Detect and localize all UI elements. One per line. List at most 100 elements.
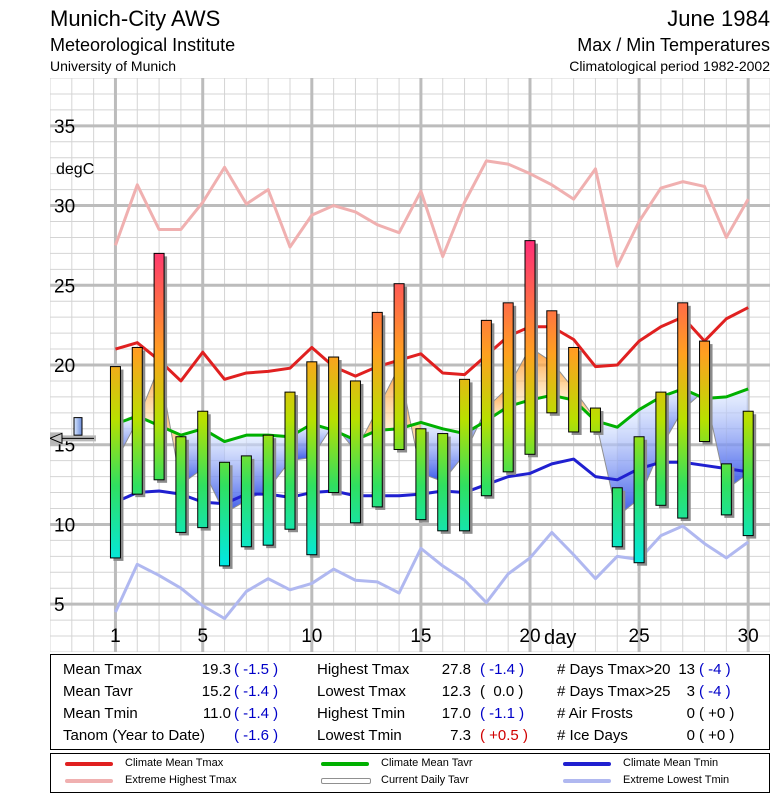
ice-days-label: # Ice Days (557, 727, 628, 744)
legend-swatch-extreme-lowest-tmin (563, 779, 611, 783)
day-bar-group (131, 346, 146, 498)
ice-days-value: 0 (686, 727, 695, 744)
lowest-tmin-value: 7.3 (450, 727, 471, 744)
x-tick-label: 1 (110, 626, 121, 647)
x-tick-label: 5 (197, 626, 208, 647)
lowest-tmin-label: Lowest Tmin (317, 727, 402, 744)
tanom-box (73, 417, 83, 436)
day-bar-group (306, 361, 320, 558)
mean-tavr-anomaly: ( -1.4 ) (234, 683, 279, 700)
day-bar (720, 463, 732, 516)
day-bar (175, 436, 187, 533)
day-bar (437, 433, 449, 532)
day-bar (677, 302, 689, 519)
days-tmax25-value: 3 (686, 683, 695, 700)
day-bar (393, 283, 405, 451)
legend-swatch-extreme-highest-tmax (65, 779, 113, 783)
day-bar-group (371, 311, 386, 510)
extreme-highest-tmax-line (114, 159, 750, 268)
day-bar-group (633, 436, 648, 566)
tanom-anomaly: ( -1.6 ) (234, 727, 279, 744)
y-axis-label: degC (56, 161, 94, 178)
tanom-marker (50, 417, 96, 445)
legend-climate-mean-tmax: Climate Mean Tmax (125, 757, 224, 769)
day-bar-group (197, 410, 211, 531)
day-bar (131, 346, 143, 495)
day-bar-group (240, 455, 255, 550)
lowest-tmax-value: 12.3 (441, 683, 471, 700)
y-tick-label: 10 (54, 515, 75, 536)
highest-tmin-anomaly: ( -1.1 ) (480, 705, 525, 722)
day-bar-group (393, 283, 408, 453)
x-tick-label: 30 (738, 626, 759, 647)
y-tick-label: 30 (54, 197, 75, 218)
y-tick-label: 20 (54, 356, 75, 377)
mean-tmax-value: 19.3 (201, 661, 231, 678)
x-tick-label: 20 (519, 626, 540, 647)
x-axis-label: day (544, 627, 576, 649)
days-tmax20-value: 13 (678, 661, 695, 678)
x-tick-label: 10 (301, 626, 322, 647)
day-bar-group (175, 436, 189, 536)
day-bar-group (655, 391, 669, 509)
day-bar (306, 361, 318, 556)
day-bar-group (568, 346, 582, 435)
day-bar (153, 252, 165, 481)
day-bar (371, 311, 383, 508)
day-bar (262, 434, 274, 546)
day-bar-group (219, 461, 233, 569)
y-tick-label: 5 (54, 595, 65, 616)
daily-bars (109, 240, 757, 569)
institute-name: Meteorological Institute (50, 35, 236, 55)
day-bar (328, 356, 340, 494)
day-bar (546, 310, 558, 414)
station-name: Munich-City AWS (50, 6, 221, 31)
day-bar-group (742, 410, 757, 539)
day-bar-group (480, 319, 495, 499)
day-bar (699, 340, 711, 443)
legend: Climate Mean Tmax Extreme Highest Tmax C… (50, 753, 770, 793)
day-bar (480, 319, 492, 497)
day-bar-group (415, 428, 429, 523)
day-bar-group (437, 433, 451, 534)
days-tmax25-label: # Days Tmax>25 (557, 683, 671, 700)
day-bar (240, 455, 252, 548)
x-tick-label: 25 (629, 626, 650, 647)
day-bar (502, 302, 514, 473)
day-bar (742, 410, 754, 537)
day-bar (415, 428, 427, 521)
day-bar-group (109, 366, 124, 561)
legend-swatch-climate-mean-tavr (321, 762, 369, 766)
day-bar (197, 410, 209, 529)
university-name: University of Munich (50, 58, 177, 74)
day-bar (524, 240, 536, 455)
climate-mean-tmax-line (115, 306, 749, 383)
mean-tmin-label: Mean Tmin (63, 705, 138, 722)
legend-swatch-climate-mean-tmin (563, 762, 611, 766)
highest-tmin-value: 17.0 (441, 705, 471, 722)
climate-mean-tavr-line (114, 387, 749, 444)
x-tick-label: 15 (410, 626, 431, 647)
day-bar-group (699, 340, 713, 445)
day-bar-group (524, 240, 538, 458)
day-bar-group (284, 391, 298, 533)
lowest-tmax-label: Lowest Tmax (317, 683, 406, 700)
lowest-tmin-anomaly: ( +0.5 ) (480, 727, 528, 744)
y-tick-label: 25 (54, 276, 75, 297)
day-bar (284, 391, 296, 530)
mean-tmin-anomaly: ( -1.4 ) (234, 705, 279, 722)
day-bar-group (459, 378, 473, 534)
day-bar (655, 391, 667, 506)
day-bar-group (349, 380, 364, 526)
day-bar-group (589, 407, 604, 435)
day-bar (633, 436, 645, 564)
day-bar (349, 380, 361, 524)
air-frosts-label: # Air Frosts (557, 705, 633, 722)
legend-extreme-highest-tmax: Extreme Highest Tmax (125, 774, 237, 786)
day-bar (219, 461, 231, 567)
statistics-panel: Mean Tmax 19.3 ( -1.5 ) Mean Tavr 15.2 (… (50, 654, 770, 750)
day-bar-group (720, 463, 735, 518)
day-bar (459, 378, 471, 532)
days-tmax25-anomaly: ( -4 ) (699, 683, 731, 700)
